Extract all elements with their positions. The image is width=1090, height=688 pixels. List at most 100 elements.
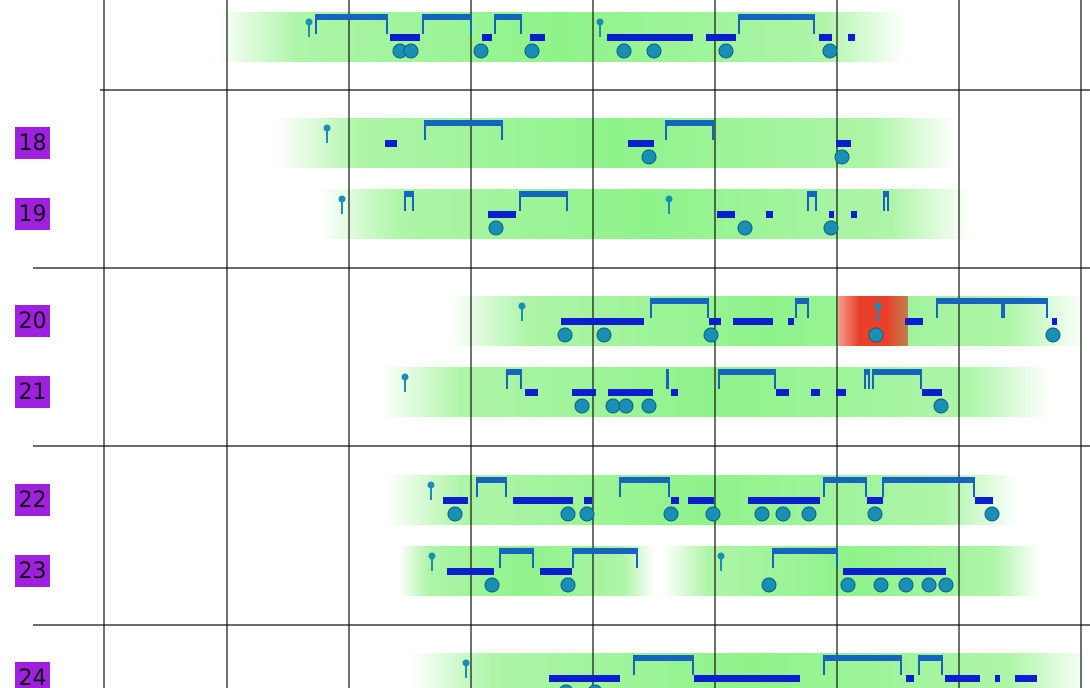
event-dot: [867, 506, 883, 522]
event-dot: [1045, 327, 1061, 343]
high-edge: [882, 477, 884, 497]
pin-head: [323, 124, 331, 132]
row-label-box: [15, 555, 50, 587]
high-edge: [667, 369, 669, 389]
row-label-box: [15, 662, 50, 688]
high-bar: [506, 369, 522, 375]
event-dot: [596, 327, 612, 343]
high-edge: [973, 477, 975, 497]
high-edge: [499, 548, 501, 568]
low-bar: [905, 318, 923, 325]
event-dot: [834, 149, 850, 165]
high-bar: [918, 655, 943, 661]
row-label-box: [15, 127, 50, 159]
high-edge: [936, 298, 938, 318]
event-dot: [718, 43, 734, 59]
low-bar: [1015, 675, 1037, 682]
high-edge: [920, 369, 922, 389]
low-bar: [906, 675, 914, 682]
event-dot: [775, 506, 791, 522]
low-bar: [848, 34, 855, 41]
high-edge: [941, 655, 943, 675]
high-edge: [807, 191, 809, 211]
low-bar: [572, 389, 596, 396]
low-bar: [561, 318, 644, 325]
pin-head: [596, 18, 604, 26]
high-edge: [692, 655, 694, 675]
event-dot: [823, 220, 839, 236]
high-edge: [718, 369, 720, 389]
high-edge: [864, 369, 866, 389]
row-label-box: [15, 305, 50, 337]
low-bar: [607, 34, 693, 41]
low-bar: [671, 497, 679, 504]
low-bar: [995, 675, 1000, 682]
high-edge: [807, 298, 809, 318]
high-bar: [872, 369, 922, 375]
low-bar: [385, 140, 397, 147]
event-dot: [646, 43, 662, 59]
pin-head: [874, 302, 882, 310]
low-bar: [843, 568, 946, 575]
high-edge: [813, 14, 815, 34]
pin-head: [401, 373, 409, 381]
high-edge: [424, 120, 426, 140]
row-label: 20: [19, 309, 47, 334]
low-bar: [851, 211, 857, 218]
row-label: 18: [19, 131, 47, 156]
activity-band: [320, 189, 970, 239]
high-edge: [823, 655, 825, 675]
high-bar: [864, 369, 870, 375]
low-bar: [513, 497, 573, 504]
low-bar: [975, 497, 993, 504]
low-bar: [922, 389, 942, 396]
high-edge: [887, 191, 889, 211]
low-bar: [390, 34, 420, 41]
high-edge: [823, 477, 825, 497]
event-dot: [524, 43, 540, 59]
pin-head: [665, 195, 673, 203]
low-bar: [733, 318, 773, 325]
activity-band: [215, 12, 905, 62]
high-edge: [883, 191, 885, 211]
pin-head: [305, 18, 313, 26]
high-bar: [424, 120, 503, 126]
event-dot: [641, 149, 657, 165]
event-dot: [921, 577, 937, 593]
low-bar: [694, 675, 800, 682]
row-label-box: [15, 484, 50, 516]
high-edge: [532, 548, 534, 568]
event-dot: [560, 506, 576, 522]
high-edge: [774, 369, 776, 389]
low-bar: [482, 34, 492, 41]
pin-head: [427, 481, 435, 489]
high-bar: [572, 548, 638, 554]
high-edge: [872, 369, 874, 389]
event-dot: [574, 398, 590, 414]
high-edge: [795, 298, 797, 318]
row-label: 21: [19, 380, 47, 405]
high-edge: [315, 14, 317, 34]
high-bar: [882, 477, 975, 483]
high-edge: [865, 477, 867, 497]
event-dot: [737, 220, 753, 236]
high-edge: [650, 298, 652, 318]
high-bar: [772, 548, 838, 554]
high-edge: [386, 14, 388, 34]
high-bar: [807, 191, 817, 197]
high-bar: [883, 191, 889, 197]
pin-head: [462, 659, 470, 667]
low-bar: [945, 675, 980, 682]
event-dot: [873, 577, 889, 593]
high-bar: [665, 120, 714, 126]
high-bar: [404, 191, 414, 197]
pin-head: [518, 302, 526, 310]
low-bar: [671, 389, 678, 396]
high-edge: [900, 655, 902, 675]
pin-head: [338, 195, 346, 203]
row-label: 23: [19, 559, 47, 584]
event-dot: [488, 220, 504, 236]
high-edge: [412, 191, 414, 211]
event-dot: [605, 398, 621, 414]
event-dot: [868, 327, 884, 343]
